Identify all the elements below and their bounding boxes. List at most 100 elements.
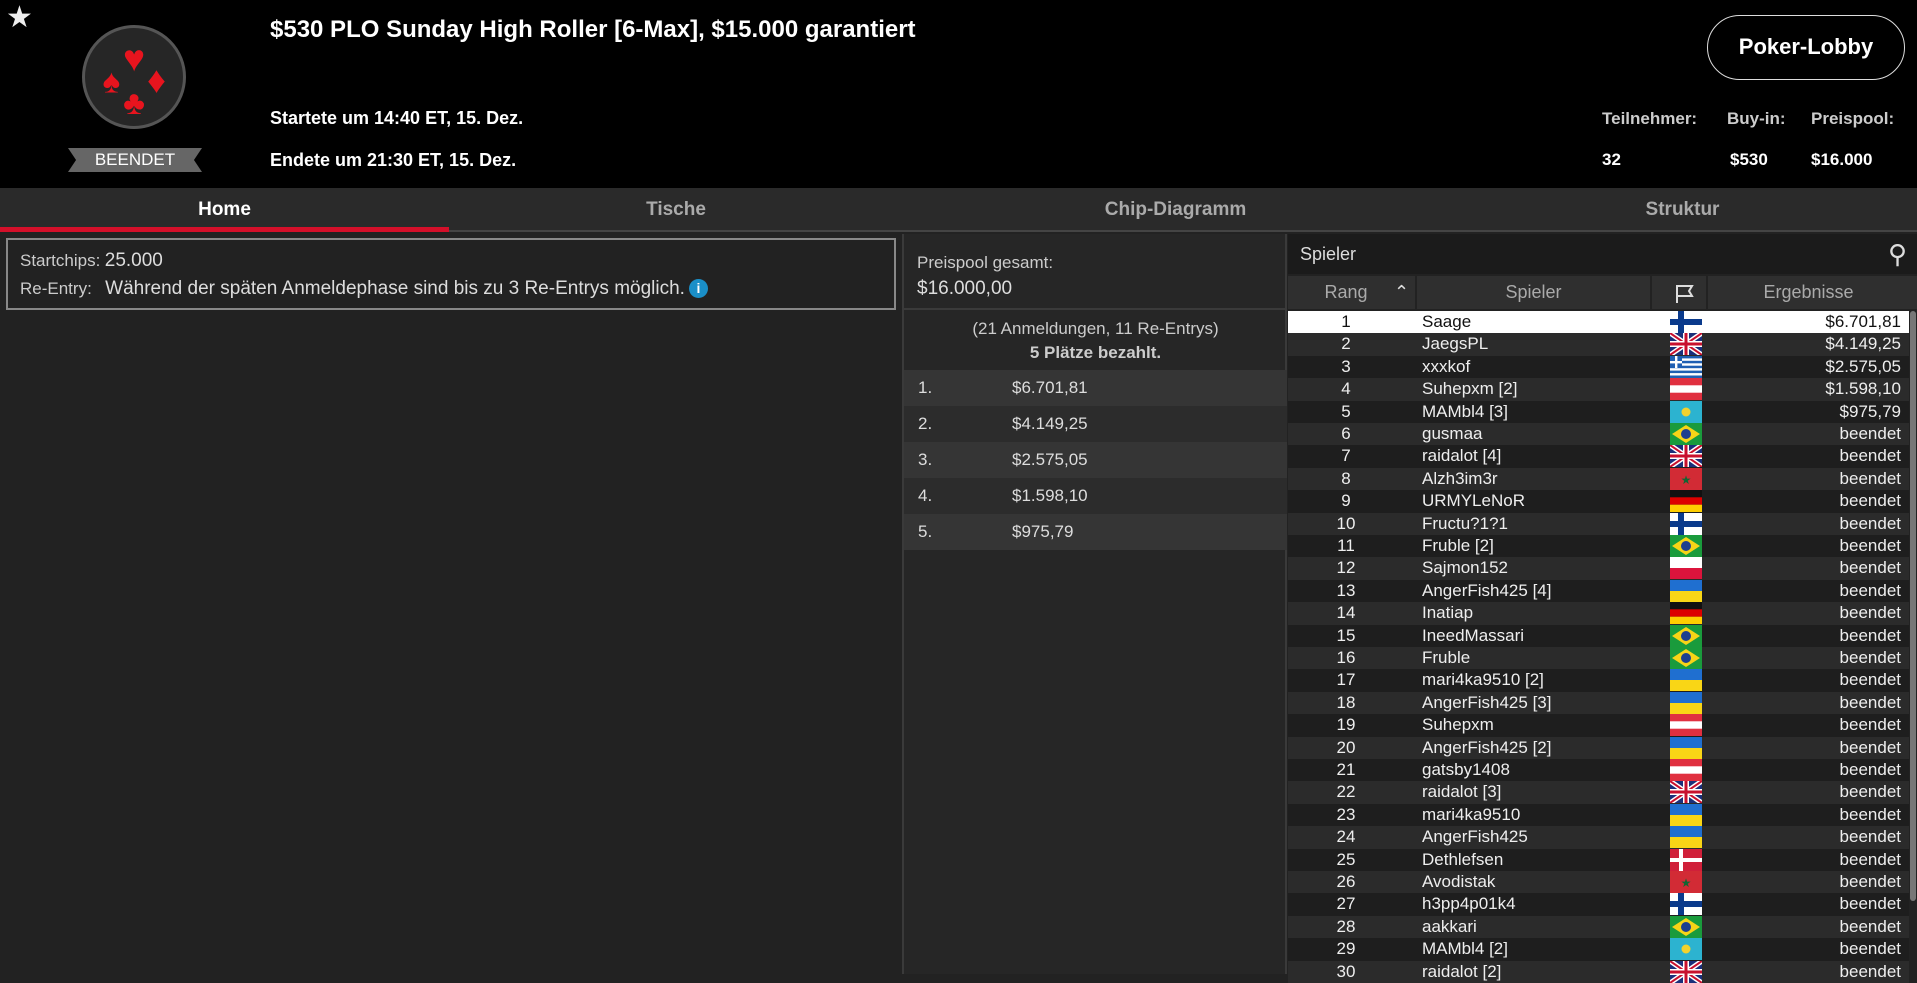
- player-rank: 28: [1336, 916, 1356, 936]
- player-result: beendet: [1839, 424, 1901, 443]
- reentry-value: Während der späten Anmeldephase sind bis…: [105, 278, 685, 299]
- info-icon[interactable]: i: [688, 279, 708, 298]
- player-rank: 27: [1336, 894, 1356, 914]
- player-row[interactable]: 23 mari4ka9510 beendet: [1288, 803, 1909, 827]
- poker-lobby-button[interactable]: Poker-Lobby: [1707, 15, 1905, 80]
- startchips-value: 25.000: [104, 250, 163, 271]
- player-rank: 10: [1336, 513, 1356, 533]
- player-rank: 21: [1336, 760, 1356, 779]
- player-row[interactable]: 29 MAMbl4 [2] beendet: [1288, 938, 1909, 961]
- player-name: aakkari: [1422, 916, 1477, 936]
- payout-row: 2. $4.149,25: [904, 406, 1287, 442]
- player-row[interactable]: 15 IneedMassari beendet: [1288, 624, 1909, 647]
- flag-ua-icon: [1670, 669, 1702, 692]
- flag-dk-icon: [1670, 848, 1702, 871]
- player-result: beendet: [1839, 580, 1901, 600]
- flag-br-icon: [1670, 647, 1702, 669]
- player-name: Saage: [1422, 312, 1472, 331]
- svg-text:★: ★: [1681, 876, 1692, 890]
- svg-text:♦: ♦: [147, 59, 166, 101]
- player-row[interactable]: 14 Inatiap beendet: [1288, 602, 1909, 625]
- player-row[interactable]: 17 mari4ka9510 [2] beendet: [1288, 669, 1909, 692]
- player-row[interactable]: 24 AngerFish425 beendet: [1288, 826, 1909, 849]
- player-result: beendet: [1839, 782, 1901, 802]
- player-row[interactable]: 1 Saage $6.701,81: [1288, 311, 1909, 334]
- player-name: xxxkof: [1422, 356, 1471, 376]
- player-row[interactable]: 28 aakkari beendet: [1288, 915, 1909, 939]
- svg-text:♠: ♠: [103, 64, 121, 101]
- player-row[interactable]: 25 Dethlefsen beendet: [1288, 848, 1909, 871]
- player-result: beendet: [1839, 491, 1901, 511]
- player-rank: 15: [1336, 625, 1356, 645]
- player-row[interactable]: 27 h3pp4p01k4 beendet: [1288, 893, 1909, 916]
- player-name: AngerFish425 [3]: [1422, 692, 1552, 712]
- player-result: beendet: [1839, 468, 1901, 488]
- flag-pl-icon: [1670, 557, 1702, 580]
- player-row[interactable]: 11 Fruble [2] beendet: [1288, 535, 1909, 558]
- tab-tische[interactable]: Tische: [646, 199, 706, 220]
- col-player[interactable]: Spieler: [1505, 282, 1562, 302]
- payout-amount: $2.575,05: [1012, 450, 1088, 469]
- flag-kz-icon: [1670, 938, 1702, 961]
- tab-home[interactable]: Home: [0, 188, 449, 232]
- player-rank: 5: [1341, 401, 1351, 421]
- player-row[interactable]: 2 JaegsPL $4.149,25: [1288, 333, 1909, 356]
- player-row[interactable]: 12 Sajmon152 beendet: [1288, 557, 1909, 580]
- flag-fi-icon: [1670, 893, 1702, 916]
- flag-column-icon[interactable]: [1674, 282, 1696, 303]
- tab-struktur[interactable]: Struktur: [1645, 199, 1720, 220]
- player-row[interactable]: 10 Fructu?1?1 beendet: [1288, 512, 1909, 535]
- payout-place: 3.: [918, 450, 933, 469]
- player-name: IneedMassari: [1422, 625, 1525, 645]
- player-name: raidalot [2]: [1422, 961, 1502, 981]
- player-row[interactable]: 30 raidalot [2] beendet: [1288, 960, 1909, 983]
- player-row[interactable]: 7 raidalot [4] beendet: [1288, 445, 1909, 468]
- player-row[interactable]: 9 URMYLeNoR beendet: [1288, 490, 1909, 513]
- player-row[interactable]: 5 MAMbl4 [3] $975,79: [1288, 400, 1909, 423]
- scrollbar[interactable]: [1910, 311, 1916, 901]
- player-row[interactable]: 20 AngerFish425 [2] beendet: [1288, 736, 1909, 759]
- player-rank: 30: [1336, 961, 1356, 981]
- player-name: AngerFish425 [2]: [1422, 737, 1552, 757]
- player-rank: 3: [1341, 356, 1351, 376]
- player-row[interactable]: 16 Fruble beendet: [1288, 647, 1909, 670]
- player-rank: 24: [1336, 827, 1356, 847]
- player-row[interactable]: 3 xxxkof $2.575,05: [1288, 355, 1909, 379]
- flag-gb-icon: [1670, 445, 1702, 468]
- payout-row: 3. $2.575,05: [904, 442, 1287, 478]
- player-row[interactable]: 18 AngerFish425 [3] beendet: [1288, 691, 1909, 715]
- svg-text:♥: ♥: [123, 37, 145, 79]
- flag-br-icon: [1670, 915, 1702, 938]
- divider: [904, 308, 1287, 310]
- player-row[interactable]: 13 AngerFish425 [4] beendet: [1288, 579, 1909, 603]
- favorite-star-icon[interactable]: ★: [6, 1, 33, 34]
- player-name: Inatiap: [1422, 603, 1474, 623]
- player-rank: 22: [1336, 782, 1356, 802]
- player-rank: 6: [1341, 424, 1351, 443]
- divider: [1706, 276, 1708, 309]
- player-row[interactable]: 8 Alzh3im3r ★ beendet: [1288, 467, 1909, 491]
- player-name: MAMbl4 [2]: [1422, 939, 1508, 959]
- col-result[interactable]: Ergebnisse: [1763, 282, 1854, 302]
- player-row[interactable]: 6 gusmaa beendet: [1288, 423, 1909, 446]
- tournament-info-box: Startchips: 25.000 Re-Entry: Während der…: [6, 238, 896, 310]
- payout-amount: $6.701,81: [1012, 378, 1088, 397]
- prizepool-total-label: Preispool gesamt:: [917, 253, 1054, 272]
- prizepool-label: Preispool:: [1811, 109, 1895, 128]
- sort-ascending-icon[interactable]: ⌃: [1394, 282, 1410, 302]
- player-row[interactable]: 22 raidalot [3] beendet: [1288, 781, 1909, 804]
- player-name: Sajmon152: [1422, 558, 1509, 578]
- player-row[interactable]: 4 Suhepxm [2] $1.598,10: [1288, 378, 1909, 401]
- player-row[interactable]: 26 Avodistak ★ beendet: [1288, 871, 1909, 894]
- tab-chip-diagramm[interactable]: Chip-Diagramm: [1104, 199, 1247, 220]
- player-row[interactable]: 19 Suhepxm beendet: [1288, 714, 1909, 737]
- col-rank[interactable]: Rang: [1324, 282, 1368, 302]
- players-title: Spieler: [1300, 244, 1357, 264]
- player-rank: 20: [1336, 737, 1356, 757]
- player-rank: 17: [1336, 670, 1356, 690]
- flag-de-icon: [1670, 602, 1702, 625]
- flag-ua-icon: [1670, 803, 1702, 826]
- player-row[interactable]: 21 gatsby1408 beendet: [1288, 759, 1909, 782]
- flag-ma-icon: ★: [1670, 467, 1702, 490]
- search-icon[interactable]: ⚲: [1887, 239, 1907, 269]
